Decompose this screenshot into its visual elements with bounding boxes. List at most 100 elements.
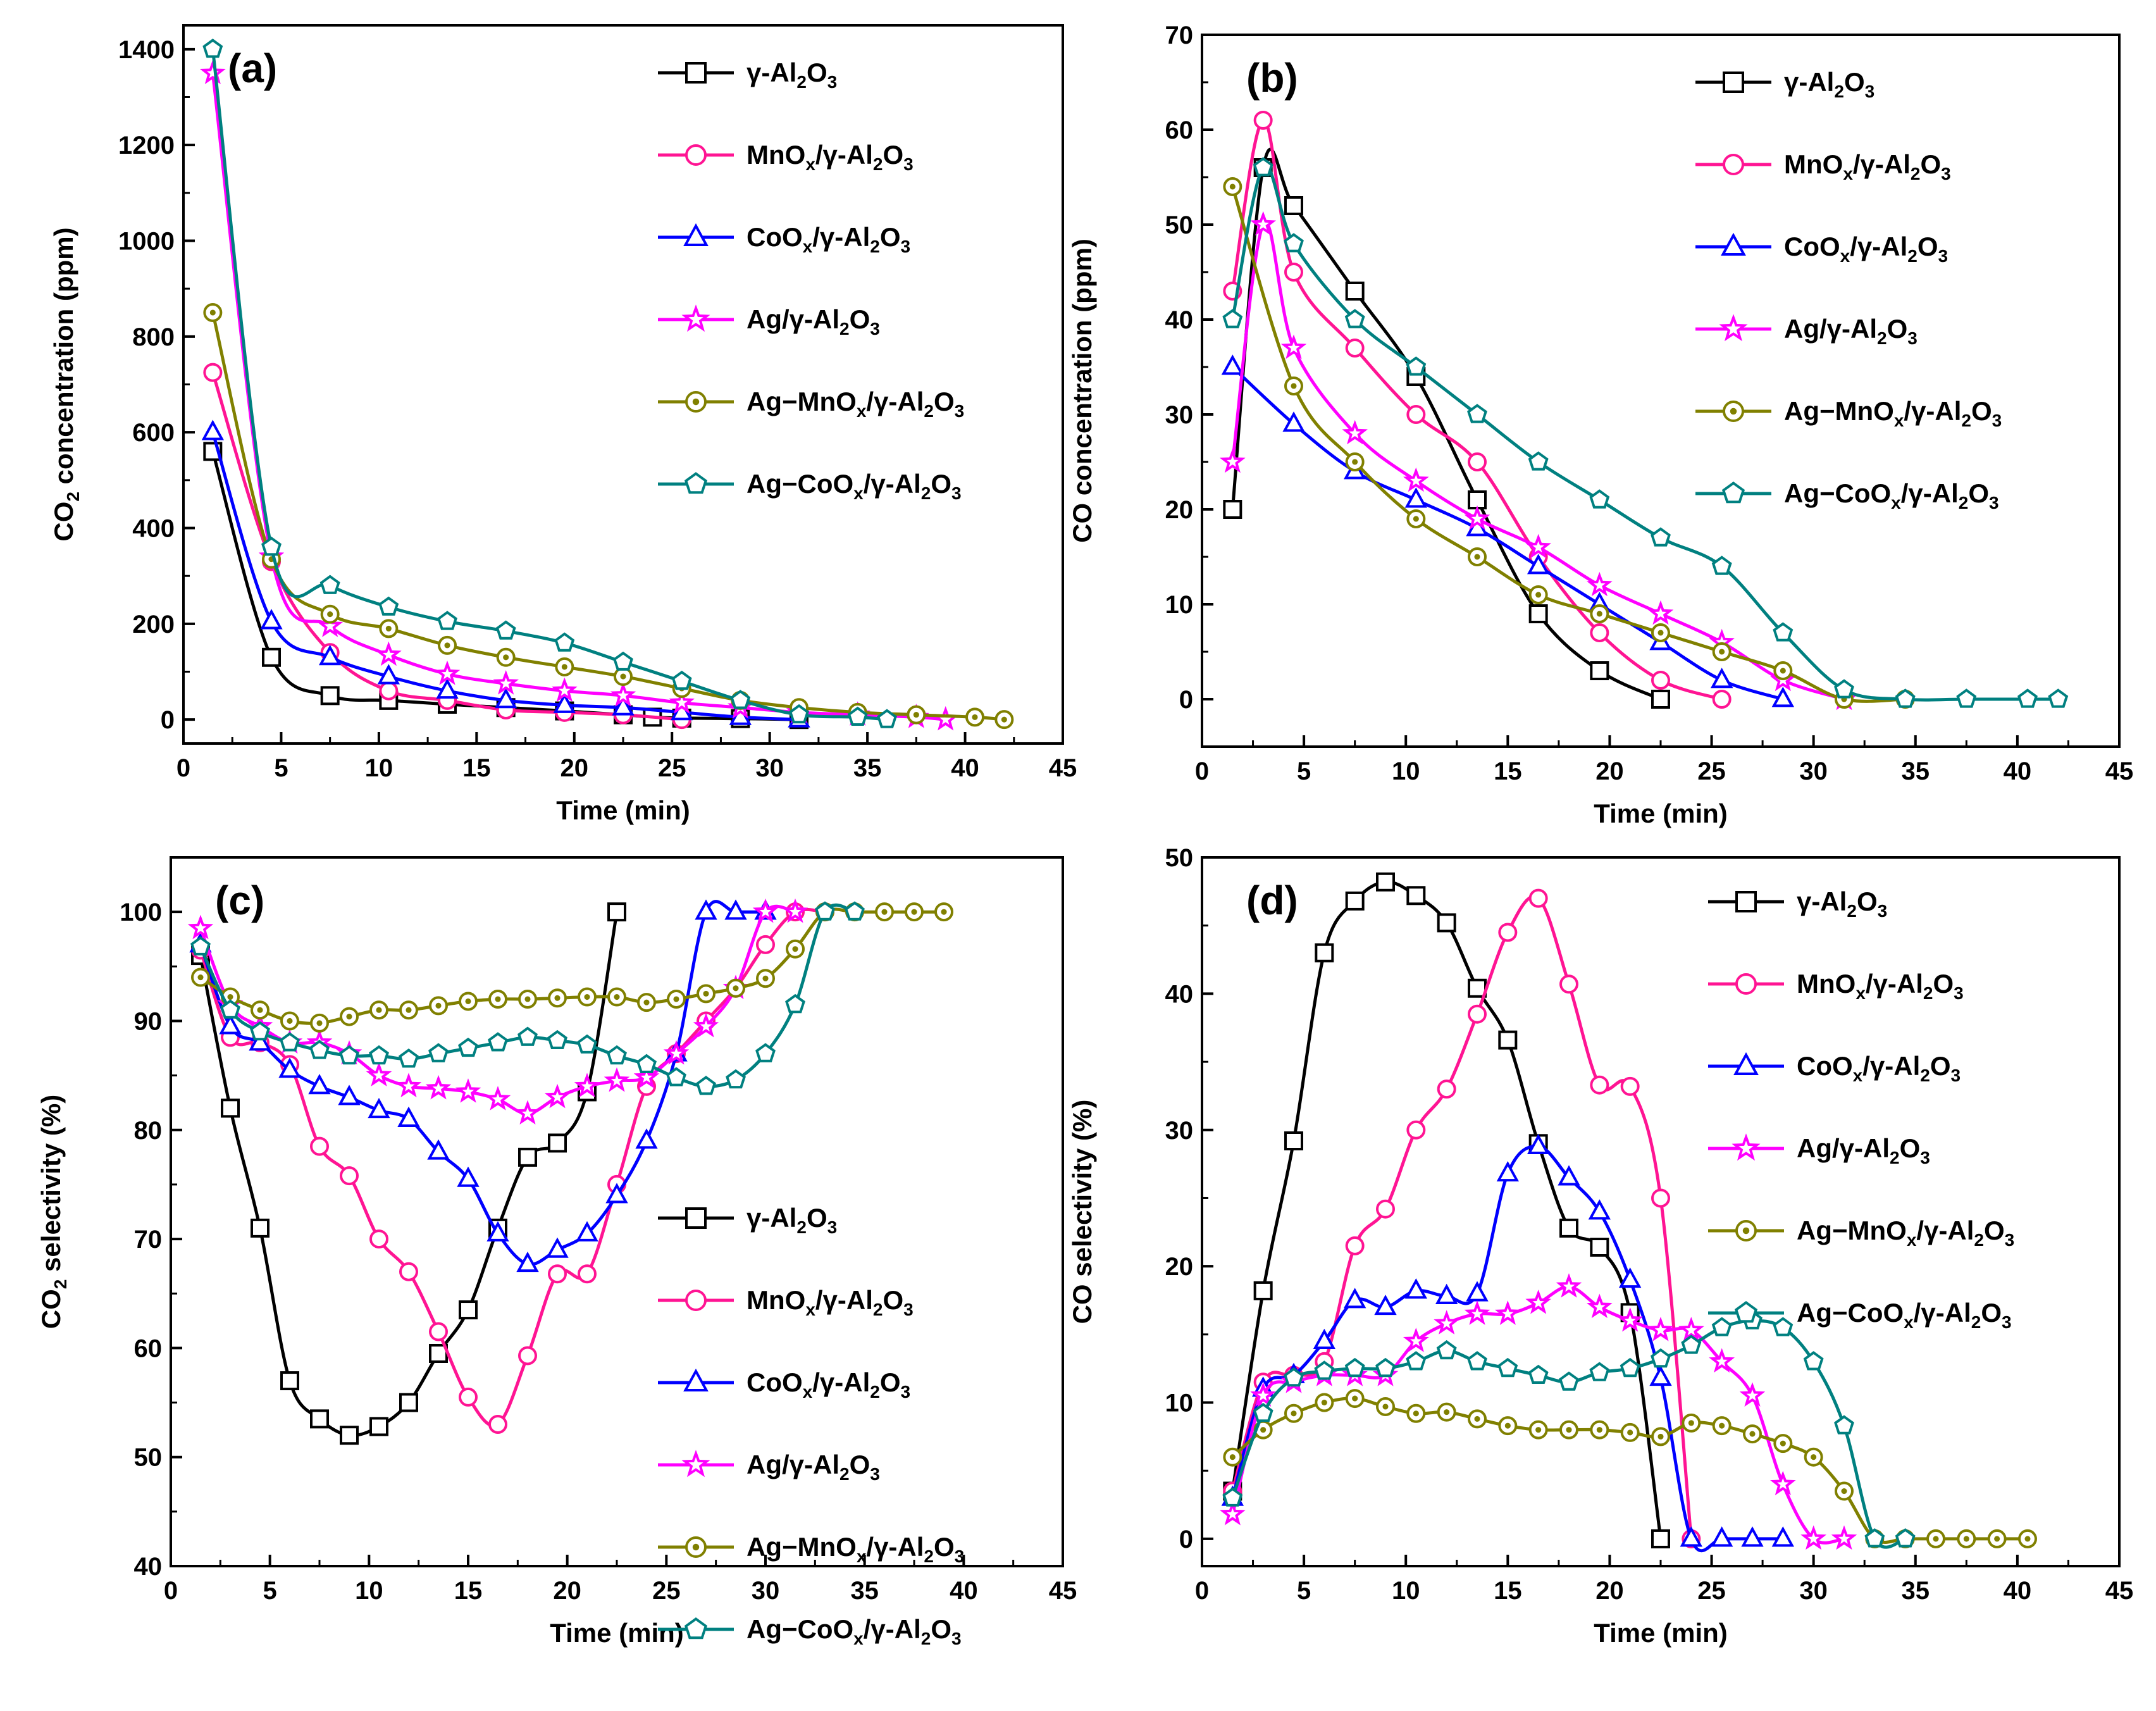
data-point	[1712, 642, 1732, 661]
data-point	[1345, 452, 1365, 471]
data-point	[399, 1000, 418, 1020]
panel-label: (c)	[215, 878, 264, 923]
x-tick-label: 35	[850, 1577, 879, 1605]
data-point	[260, 609, 283, 630]
x-tick-label: 15	[462, 754, 491, 782]
data-point	[610, 681, 636, 707]
data-point	[932, 706, 958, 731]
data-point	[1435, 1283, 1458, 1304]
data-point	[1712, 690, 1732, 709]
data-point	[1222, 309, 1243, 328]
data-point	[1559, 974, 1578, 994]
data-point	[488, 1415, 507, 1434]
data-point	[1403, 1328, 1429, 1352]
data-point	[1528, 888, 1548, 908]
series-line-agmn	[1230, 186, 1905, 703]
y-tick-label: 40	[134, 1553, 163, 1581]
x-tick-label: 5	[263, 1577, 277, 1605]
data-point	[576, 1221, 598, 1241]
data-point	[605, 1183, 628, 1204]
legend-marker-pentagon	[1721, 482, 1745, 504]
series-agmn	[191, 902, 953, 1033]
x-tick-label: 30	[1799, 1577, 1828, 1605]
data-point	[1773, 622, 1794, 642]
legend-label: Ag−MnOx/γ-Al2O3	[747, 1532, 964, 1566]
data-point	[369, 1045, 389, 1065]
legend-label: MnOx/γ-Al2O3	[1797, 969, 1964, 1003]
data-point	[378, 596, 399, 616]
legend-label: Ag−MnOx/γ-Al2O3	[1784, 396, 2002, 430]
data-point	[1406, 405, 1426, 424]
data-point	[1284, 1403, 1303, 1423]
data-point	[637, 993, 656, 1012]
x-tick-label: 45	[1049, 754, 1077, 782]
data-point	[875, 902, 894, 922]
plot-frame	[1201, 856, 2121, 1567]
data-point	[1589, 1362, 1610, 1381]
legend-item-co: CoOx/γ-Al2O3	[658, 222, 910, 256]
data-point	[369, 1229, 388, 1249]
x-tick-label: 10	[1392, 757, 1420, 785]
legend-marker-square	[1735, 891, 1757, 912]
x-tick-label: 20	[1595, 1577, 1624, 1605]
data-point	[368, 1098, 390, 1119]
y-tick-label: 20	[1165, 496, 1194, 524]
data-point	[318, 645, 342, 666]
data-point	[1314, 1360, 1335, 1380]
data-point	[755, 1043, 776, 1062]
data-point	[249, 1030, 271, 1051]
panel-label: (b)	[1246, 55, 1298, 101]
y-tick-label: 30	[1165, 401, 1194, 429]
legend-item-agmn: Ag−MnOx/γ-Al2O3	[1708, 1216, 2014, 1250]
x-tick-label: 25	[1697, 1577, 1726, 1605]
data-point	[1343, 1288, 1366, 1309]
series-co	[1221, 1133, 1795, 1553]
data-point	[730, 690, 751, 709]
legend-item-co: CoOx/γ-Al2O3	[1695, 232, 1948, 266]
data-point	[1835, 1481, 1854, 1501]
data-point	[1374, 1295, 1397, 1316]
data-point	[1647, 600, 1674, 625]
x-tick-label: 0	[1195, 1577, 1209, 1605]
data-point	[1834, 1415, 1854, 1434]
series-line-agmn	[1231, 1397, 2028, 1544]
x-axis-label: Time (min)	[550, 1618, 684, 1648]
series-line-mn	[1230, 895, 1693, 1540]
data-point	[437, 611, 457, 630]
data-point	[1404, 487, 1428, 508]
legend-item-agco: Ag−CoOx/γ-Al2O3	[658, 469, 962, 503]
series-gamma	[191, 902, 626, 1445]
data-point	[1834, 679, 1854, 699]
legend-label: Ag−CoOx/γ-Al2O3	[747, 469, 962, 503]
data-point	[428, 1043, 449, 1062]
data-point	[671, 670, 692, 690]
data-point	[1895, 688, 1916, 708]
data-point	[375, 641, 402, 666]
data-point	[1403, 467, 1429, 492]
y-tick-label: 60	[134, 1335, 163, 1362]
data-point	[635, 1128, 658, 1149]
legend-label: Ag/γ-Al2O3	[747, 1450, 880, 1484]
x-tick-label: 0	[164, 1577, 178, 1605]
data-point	[1468, 978, 1487, 998]
data-point	[202, 39, 223, 58]
data-point	[548, 1133, 567, 1153]
data-point	[1284, 196, 1303, 215]
legend-item-co: CoOx/γ-Al2O3	[658, 1367, 910, 1402]
data-point	[1284, 263, 1303, 282]
data-point	[1831, 1525, 1857, 1550]
data-point	[1618, 1267, 1642, 1288]
data-point	[399, 1048, 419, 1068]
data-point	[1221, 354, 1244, 375]
data-point	[395, 1073, 422, 1098]
series-agco	[202, 39, 897, 728]
data-point	[429, 1322, 448, 1341]
x-tick-label: 40	[2004, 757, 2032, 785]
data-point	[1651, 623, 1670, 642]
legend-label: γ-Al2O3	[1797, 887, 1887, 921]
legend-item-agco: Ag−CoOx/γ-Al2O3	[1708, 1298, 2012, 1332]
y-tick-label: 0	[1179, 1526, 1193, 1553]
y-tick-label: 0	[1179, 686, 1193, 714]
data-point	[1770, 1471, 1796, 1496]
data-point	[1250, 211, 1276, 236]
